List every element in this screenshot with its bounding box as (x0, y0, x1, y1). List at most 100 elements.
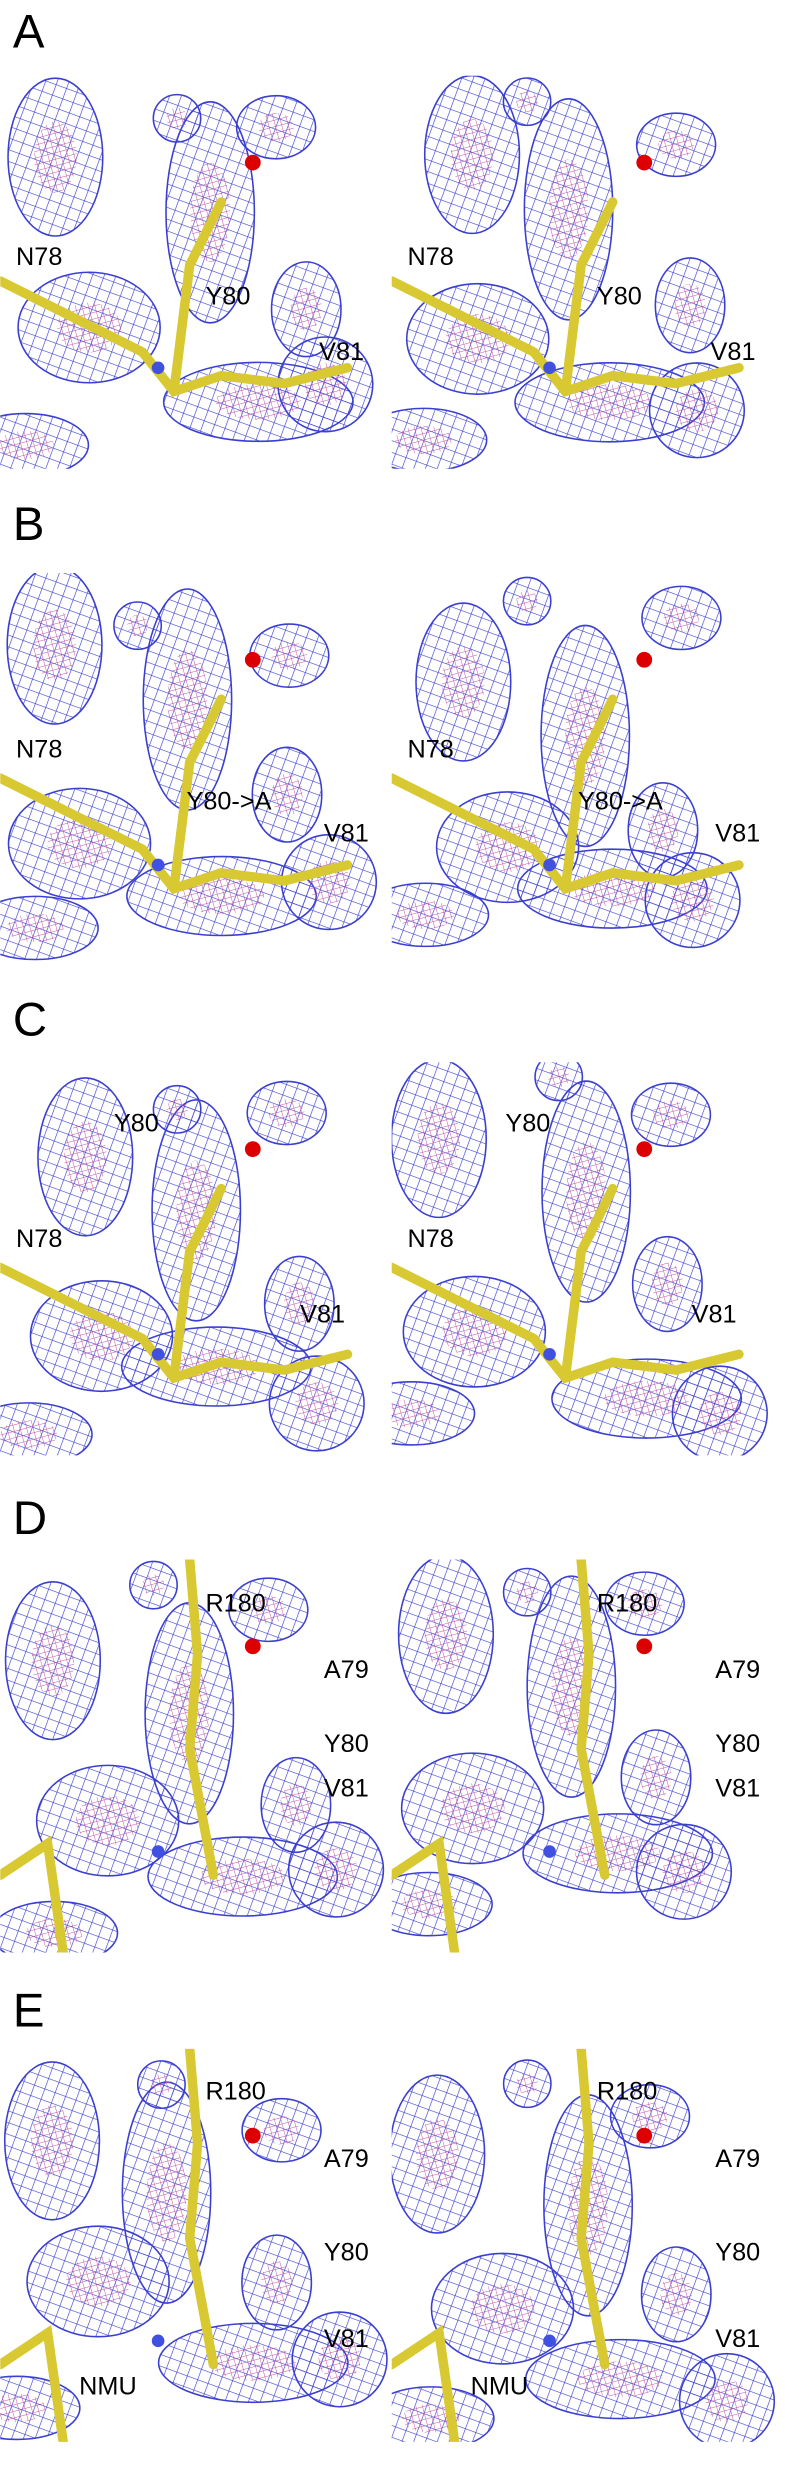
atom (151, 1347, 165, 1361)
stick-model (169, 1183, 226, 1383)
residue-label: N78 (407, 736, 453, 764)
mesh-core (6, 913, 64, 943)
atom (244, 1638, 261, 1655)
residue-label: Y80 (505, 1110, 550, 1138)
mesh-core (271, 773, 303, 816)
atom (543, 1845, 556, 1858)
density-map (0, 1559, 385, 1953)
mesh-core (470, 2283, 535, 2334)
residue-label: R180 (205, 1590, 265, 1618)
mesh-core (0, 2393, 46, 2423)
atom (636, 154, 653, 171)
mesh-core (632, 2102, 668, 2131)
density-map (391, 1062, 768, 1456)
residue-label: V81 (324, 2325, 369, 2353)
residue-label: N78 (16, 243, 62, 271)
mesh-core (658, 130, 694, 159)
atom (244, 154, 261, 171)
mesh-core (166, 1098, 188, 1120)
residue-label: V81 (715, 1774, 760, 1802)
residue-label: V81 (715, 819, 760, 847)
mesh-core (167, 649, 208, 750)
mesh-core (34, 121, 77, 193)
mesh-core (283, 1282, 315, 1326)
stick-model (169, 197, 226, 397)
stick-model (560, 1183, 618, 1383)
atom (636, 2127, 653, 2144)
atom (636, 1638, 653, 1655)
residue-label: V81 (715, 2325, 760, 2353)
mesh-core (166, 107, 188, 129)
mesh-core (566, 1141, 607, 1242)
atom (151, 1845, 165, 1858)
mesh-core (250, 1595, 287, 1625)
mesh-core (63, 1121, 107, 1193)
stick-model (0, 2324, 68, 2442)
mesh-core (391, 1399, 440, 1428)
residue-label: A79 (715, 1656, 760, 1684)
mesh-core (567, 384, 653, 421)
mesh-core (674, 284, 706, 327)
mesh-core (640, 1756, 672, 1799)
mesh-core (698, 1392, 742, 1435)
mesh-core (295, 1382, 339, 1425)
mesh-core (0, 1420, 58, 1449)
mesh-core (565, 686, 606, 786)
map-content (391, 1559, 733, 1953)
mesh-core (516, 1581, 538, 1603)
mesh-core (150, 2073, 173, 2096)
atom (151, 361, 165, 375)
stick-model (0, 1835, 68, 1953)
mesh-core (705, 2379, 749, 2423)
mesh-core (440, 1783, 505, 1834)
residue-label: R180 (597, 2077, 657, 2105)
mesh-core (47, 818, 112, 869)
mesh-core (263, 2116, 300, 2145)
residue-label: N78 (16, 736, 62, 764)
density-map (391, 75, 746, 469)
density-map (0, 572, 378, 961)
mesh-core (258, 113, 294, 142)
mesh-core (268, 1098, 305, 1128)
residue-label: Y80 (324, 1730, 369, 1758)
map-content (0, 1559, 385, 1953)
mesh-core (176, 1160, 217, 1261)
mesh-core (66, 2256, 131, 2307)
panel-letter: A (13, 5, 45, 58)
mesh-core (126, 615, 149, 637)
mesh-core (417, 1102, 461, 1174)
residue-label: A79 (324, 1656, 369, 1684)
mesh-core (445, 314, 510, 364)
map-content (391, 576, 744, 949)
stick-model (184, 2048, 219, 2370)
density-map (391, 2048, 776, 2442)
atom (543, 361, 556, 375)
residue-label: NMU (79, 2372, 137, 2400)
residue-label: V81 (324, 1774, 369, 1802)
residue-label: V81 (300, 1301, 345, 1329)
stick-model (184, 1559, 219, 1880)
mesh-core (200, 1858, 286, 1895)
mesh-core (415, 2118, 459, 2190)
mesh-core (577, 2361, 664, 2397)
residue-label: Y80 (715, 2238, 760, 2266)
atom (543, 2334, 556, 2348)
mesh-core (75, 1795, 140, 1846)
map-content (0, 1077, 365, 1456)
mesh-core (280, 1783, 312, 1827)
residue-label: NMU (471, 2372, 529, 2400)
mesh-core (25, 1918, 83, 1948)
residue-label: A79 (715, 2145, 760, 2173)
residue-label: R180 (205, 2077, 265, 2105)
map-content (391, 2048, 776, 2442)
mesh-core (548, 159, 589, 260)
mesh-core (662, 1850, 706, 1894)
mesh-core (178, 878, 265, 914)
residue-label: Y80 (597, 283, 642, 311)
stick-model (560, 694, 618, 894)
density-map (391, 576, 744, 949)
mesh-core (210, 2345, 296, 2381)
mesh-core (516, 2073, 538, 2095)
atom (244, 1141, 261, 1157)
